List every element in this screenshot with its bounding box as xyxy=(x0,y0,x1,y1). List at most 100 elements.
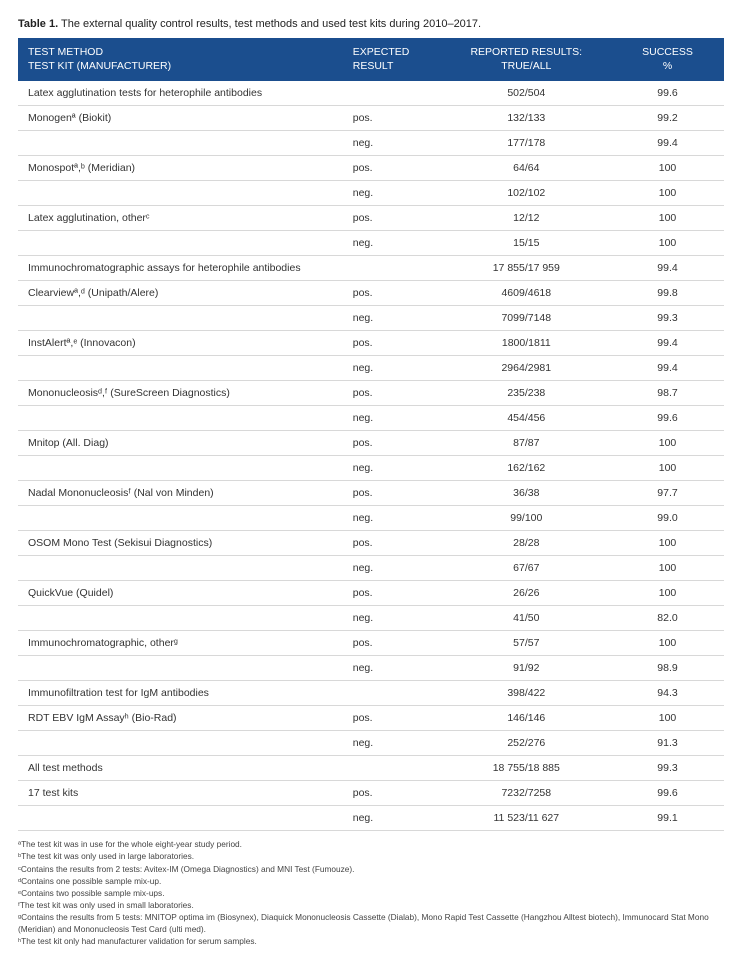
table-row: RDT EBV IgM Assayʰ (Bio-Rad)pos.146/1461… xyxy=(18,706,724,731)
cell-reported: 162/162 xyxy=(442,456,611,481)
cell-method xyxy=(18,731,343,756)
cell-success: 100 xyxy=(611,181,724,206)
table-row: Monogenª (Biokit)pos.132/13399.2 xyxy=(18,106,724,131)
cell-expected: pos. xyxy=(343,206,442,231)
cell-method xyxy=(18,806,343,831)
header-method-l2: TEST KIT (MANUFACTURER) xyxy=(28,60,171,72)
cell-reported: 252/276 xyxy=(442,731,611,756)
cell-method: Immunochromatographic assays for heterop… xyxy=(18,256,343,281)
cell-reported: 177/178 xyxy=(442,131,611,156)
cell-success: 98.9 xyxy=(611,656,724,681)
cell-reported: 502/504 xyxy=(442,81,611,106)
cell-expected: pos. xyxy=(343,381,442,406)
cell-expected: pos. xyxy=(343,631,442,656)
table-body: Latex agglutination tests for heterophil… xyxy=(18,81,724,831)
cell-success: 100 xyxy=(611,531,724,556)
header-reported-l2: TRUE/ALL xyxy=(501,60,551,72)
table-row: neg.99/10099.0 xyxy=(18,506,724,531)
table-row: neg.15/15100 xyxy=(18,231,724,256)
cell-expected: pos. xyxy=(343,106,442,131)
caption-text: The external quality control results, te… xyxy=(61,18,481,30)
table-row: Mononucleosisᵈ,ᶠ (SureScreen Diagnostics… xyxy=(18,381,724,406)
cell-reported: 36/38 xyxy=(442,481,611,506)
table-row: Monospotª,ᵇ (Meridian)pos.64/64100 xyxy=(18,156,724,181)
cell-method: Mnitop (All. Diag) xyxy=(18,431,343,456)
footnote-line: ʰThe test kit only had manufacturer vali… xyxy=(18,936,724,947)
table-row: neg.67/67100 xyxy=(18,556,724,581)
cell-success: 97.7 xyxy=(611,481,724,506)
cell-reported: 87/87 xyxy=(442,431,611,456)
cell-success: 99.6 xyxy=(611,781,724,806)
cell-method: Monogenª (Biokit) xyxy=(18,106,343,131)
cell-method xyxy=(18,306,343,331)
cell-reported: 2964/2981 xyxy=(442,356,611,381)
caption-label: Table 1. xyxy=(18,18,58,30)
table-row: Immunochromatographic, otherᵍpos.57/5710… xyxy=(18,631,724,656)
table-row: neg.454/45699.6 xyxy=(18,406,724,431)
cell-expected: pos. xyxy=(343,581,442,606)
cell-expected xyxy=(343,256,442,281)
cell-expected xyxy=(343,756,442,781)
cell-method: InstAlertª,ᵉ (Innovacon) xyxy=(18,331,343,356)
cell-expected: neg. xyxy=(343,456,442,481)
footnote-line: ªThe test kit was in use for the whole e… xyxy=(18,839,724,850)
cell-method xyxy=(18,131,343,156)
cell-expected: neg. xyxy=(343,606,442,631)
cell-method: Mononucleosisᵈ,ᶠ (SureScreen Diagnostics… xyxy=(18,381,343,406)
cell-reported: 18 755/18 885 xyxy=(442,756,611,781)
header-success-l2: % xyxy=(663,60,672,72)
cell-success: 99.3 xyxy=(611,756,724,781)
cell-success: 99.4 xyxy=(611,331,724,356)
footnote-line: ᶜContains the results from 2 tests: Avit… xyxy=(18,864,724,875)
cell-expected: pos. xyxy=(343,481,442,506)
header-success: SUCCESS % xyxy=(611,38,724,81)
table-row: 17 test kitspos.7232/725899.6 xyxy=(18,781,724,806)
cell-expected: neg. xyxy=(343,356,442,381)
table-row: All test methods 18 755/18 88599.3 xyxy=(18,756,724,781)
cell-expected: neg. xyxy=(343,181,442,206)
table-row: neg.162/162100 xyxy=(18,456,724,481)
cell-success: 100 xyxy=(611,231,724,256)
header-expected: EXPECTED RESULT xyxy=(343,38,442,81)
cell-expected: neg. xyxy=(343,131,442,156)
cell-expected: neg. xyxy=(343,231,442,256)
table-row: neg.11 523/11 62799.1 xyxy=(18,806,724,831)
cell-method: All test methods xyxy=(18,756,343,781)
footnote-line: ᵍContains the results from 5 tests: MNIT… xyxy=(18,912,724,934)
cell-expected: neg. xyxy=(343,556,442,581)
cell-success: 99.1 xyxy=(611,806,724,831)
cell-method: Latex agglutination, otherᶜ xyxy=(18,206,343,231)
cell-method xyxy=(18,556,343,581)
cell-reported: 398/422 xyxy=(442,681,611,706)
table-row: Clearviewª,ᵈ (Unipath/Alere)pos.4609/461… xyxy=(18,281,724,306)
cell-reported: 64/64 xyxy=(442,156,611,181)
cell-expected xyxy=(343,681,442,706)
cell-reported: 99/100 xyxy=(442,506,611,531)
cell-method: QuickVue (Quidel) xyxy=(18,581,343,606)
cell-expected: neg. xyxy=(343,806,442,831)
cell-method: Immunochromatographic, otherᵍ xyxy=(18,631,343,656)
table-row: OSOM Mono Test (Sekisui Diagnostics)pos.… xyxy=(18,531,724,556)
cell-method: OSOM Mono Test (Sekisui Diagnostics) xyxy=(18,531,343,556)
footnotes: ªThe test kit was in use for the whole e… xyxy=(18,839,724,947)
cell-success: 99.6 xyxy=(611,406,724,431)
cell-reported: 57/57 xyxy=(442,631,611,656)
cell-reported: 12/12 xyxy=(442,206,611,231)
cell-method xyxy=(18,656,343,681)
cell-reported: 17 855/17 959 xyxy=(442,256,611,281)
footnote-line: ᶠThe test kit was only used in small lab… xyxy=(18,900,724,911)
cell-success: 99.2 xyxy=(611,106,724,131)
header-reported: REPORTED RESULTS: TRUE/ALL xyxy=(442,38,611,81)
cell-reported: 7232/7258 xyxy=(442,781,611,806)
cell-success: 99.0 xyxy=(611,506,724,531)
header-row: TEST METHOD TEST KIT (MANUFACTURER) EXPE… xyxy=(18,38,724,81)
cell-method xyxy=(18,231,343,256)
cell-method xyxy=(18,606,343,631)
results-table: TEST METHOD TEST KIT (MANUFACTURER) EXPE… xyxy=(18,38,724,831)
cell-method xyxy=(18,181,343,206)
header-expected-l2: RESULT xyxy=(353,60,394,72)
table-row: Latex agglutination tests for heterophil… xyxy=(18,81,724,106)
table-row: InstAlertª,ᵉ (Innovacon)pos.1800/181199.… xyxy=(18,331,724,356)
cell-success: 98.7 xyxy=(611,381,724,406)
cell-reported: 7099/7148 xyxy=(442,306,611,331)
